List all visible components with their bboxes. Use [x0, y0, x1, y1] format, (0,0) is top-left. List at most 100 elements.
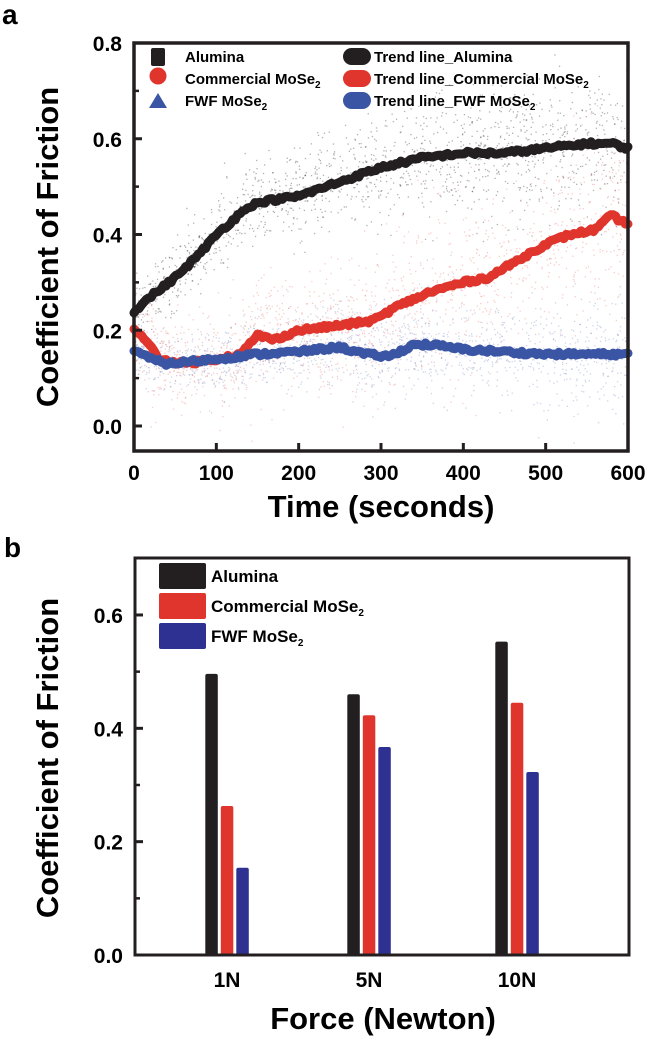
scatter-point: [481, 94, 483, 96]
scatter-point: [365, 160, 367, 162]
scatter-point: [530, 126, 532, 128]
scatter-point: [476, 248, 478, 250]
scatter-point: [498, 173, 501, 175]
scatter-point: [449, 242, 452, 245]
scatter-point: [618, 160, 620, 162]
scatter-point: [430, 368, 432, 370]
scatter-point: [371, 396, 374, 398]
scatter-point: [463, 374, 465, 376]
scatter-point: [218, 209, 220, 211]
scatter-point: [258, 225, 260, 227]
scatter-point: [599, 251, 601, 253]
scatter-point: [281, 208, 284, 210]
scatter-point: [506, 390, 508, 392]
scatter-point: [556, 313, 558, 315]
scatter-point: [573, 320, 576, 322]
scatter-point: [272, 172, 274, 174]
scatter-point: [138, 288, 141, 290]
scatter-point: [289, 344, 291, 346]
scatter-point: [512, 111, 514, 113]
scatter-point: [380, 344, 382, 346]
scatter-point: [612, 367, 614, 369]
scatter-point: [554, 362, 556, 364]
scatter-point: [615, 225, 617, 227]
scatter-point: [619, 233, 622, 235]
scatter-point: [330, 317, 332, 320]
scatter-point: [257, 227, 259, 229]
scatter-point: [581, 360, 583, 362]
scatter-point: [614, 189, 616, 191]
scatter-point: [554, 244, 556, 247]
scatter-point: [232, 279, 234, 281]
plot-frame-b: [133, 556, 631, 957]
scatter-point: [553, 192, 555, 194]
scatter-point: [558, 264, 560, 266]
scatter-point: [370, 361, 373, 363]
scatter-point: [586, 157, 588, 159]
scatter-point: [452, 294, 454, 296]
scatter-point: [586, 336, 588, 338]
scatter-point: [566, 304, 569, 306]
scatter-point: [359, 338, 361, 340]
scatter-point: [244, 200, 247, 202]
scatter-point: [312, 302, 314, 304]
scatter-point: [244, 397, 246, 399]
scatter-point: [480, 136, 482, 138]
scatter-point: [292, 320, 294, 322]
scatter-point: [175, 269, 177, 271]
scatter-point: [363, 206, 365, 208]
scatter-point: [148, 283, 150, 285]
scatter-point: [406, 337, 408, 340]
scatter-point: [420, 124, 422, 127]
scatter-point: [242, 379, 244, 381]
scatter-point: [251, 227, 254, 230]
scatter-point: [191, 280, 193, 282]
scatter-point: [529, 340, 531, 342]
scatter-point: [216, 221, 218, 223]
scatter-point: [499, 412, 501, 414]
scatter-point: [191, 374, 194, 376]
scatter-point: [251, 195, 253, 197]
scatter-point: [395, 329, 397, 331]
scatter-point: [383, 404, 385, 406]
scatter-point: [435, 351, 437, 354]
scatter-point: [305, 303, 308, 305]
scatter-point: [421, 331, 424, 333]
scatter-point: [531, 155, 533, 158]
scatter-point: [239, 205, 242, 208]
scatter-point: [600, 188, 602, 190]
scatter-point: [430, 201, 432, 203]
scatter-point: [462, 144, 465, 146]
scatter-point: [380, 380, 383, 382]
scatter-point: [455, 269, 458, 271]
scatter-point: [168, 342, 170, 344]
scatter-point: [469, 359, 471, 362]
scatter-point: [259, 342, 262, 344]
scatter-point: [613, 394, 615, 396]
scatter-point: [340, 209, 342, 211]
scatter-point: [186, 354, 188, 356]
scatter-point: [291, 187, 293, 189]
scatter-point: [622, 395, 624, 398]
panel-label-a: a: [2, 0, 18, 30]
scatter-point: [459, 181, 462, 183]
scatter-point: [400, 131, 402, 133]
scatter-point: [559, 161, 561, 163]
scatter-point: [178, 391, 181, 393]
scatter-point: [259, 363, 261, 366]
scatter-point: [605, 231, 607, 233]
scatter-point: [255, 362, 258, 364]
scatter-point: [487, 175, 489, 177]
scatter-point: [420, 360, 422, 362]
scatter-point: [420, 364, 423, 366]
scatter-point: [535, 281, 537, 284]
scatter-point: [191, 373, 193, 376]
scatter-point: [571, 92, 573, 94]
scatter-point: [300, 340, 303, 343]
scatter-point: [455, 310, 457, 312]
scatter-point: [244, 334, 246, 336]
scatter-point: [304, 157, 307, 160]
scatter-point: [260, 207, 263, 209]
scatter-point: [136, 287, 138, 289]
scatter-point: [524, 318, 526, 320]
